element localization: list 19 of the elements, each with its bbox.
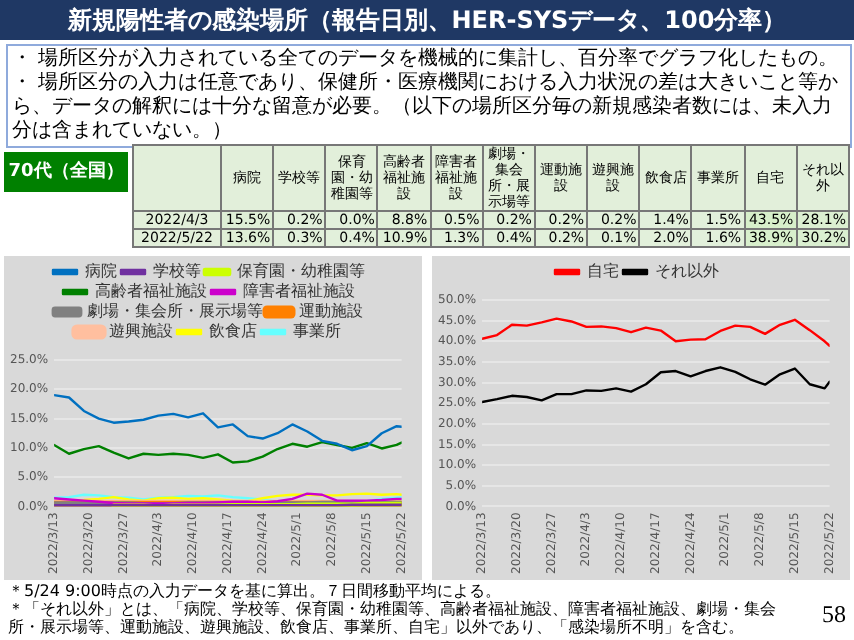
legend-label: 学校等 (153, 262, 201, 281)
legend-label: それ以外 (655, 262, 719, 281)
legend-label: 事業所 (293, 322, 341, 341)
legend-label: 遊興施設 (109, 322, 173, 341)
legend-label: 飲食店 (209, 322, 257, 341)
legend-label: 高齢者福祉施設 (95, 282, 207, 301)
text: 70代（全国） (4, 152, 128, 192)
text: ・ 場所区分が入力されている全てのデータを機械的に集計し、百分率でグラフ化したもの。 (12, 48, 841, 71)
text: ・ 場所区分の入力は任意であり、保健所・医療機関における入力状況の差は大きいこと等から、データの解釈には十分な留意が必要。（以下の場所区分毎の新規感染者数には、未入力分は含まれていない。） (12, 72, 841, 144)
text: ＊5/24 9:00時点の入力データを基に算出。７日間移動平均による。 (8, 582, 503, 600)
text: ＊「それ以外」とは、「病院、学校等、保育園・幼稚園等、高齢者福祉施設、障害者福祉施設、劇場・集会所・展示場等、運動施設、遊興施設、飲食店、事業所、自宅」以外であり、「感染場所不明」を含む。 (8, 600, 778, 636)
legend-label: 自宅 (587, 262, 619, 281)
legend-label: 病院 (85, 262, 117, 281)
text: 58 (822, 600, 846, 630)
chart-title: 新規陽性者の感染場所（報告日別、HER-SYSデータ、100分率） (0, 0, 854, 40)
legend-label: 保育園・幼稚園等 (237, 262, 365, 281)
legend-label: 劇場・集会所・展示場等 (87, 302, 263, 321)
legend-label: 障害者福祉施設 (243, 282, 355, 301)
legend-label: 運動施設 (299, 302, 363, 321)
